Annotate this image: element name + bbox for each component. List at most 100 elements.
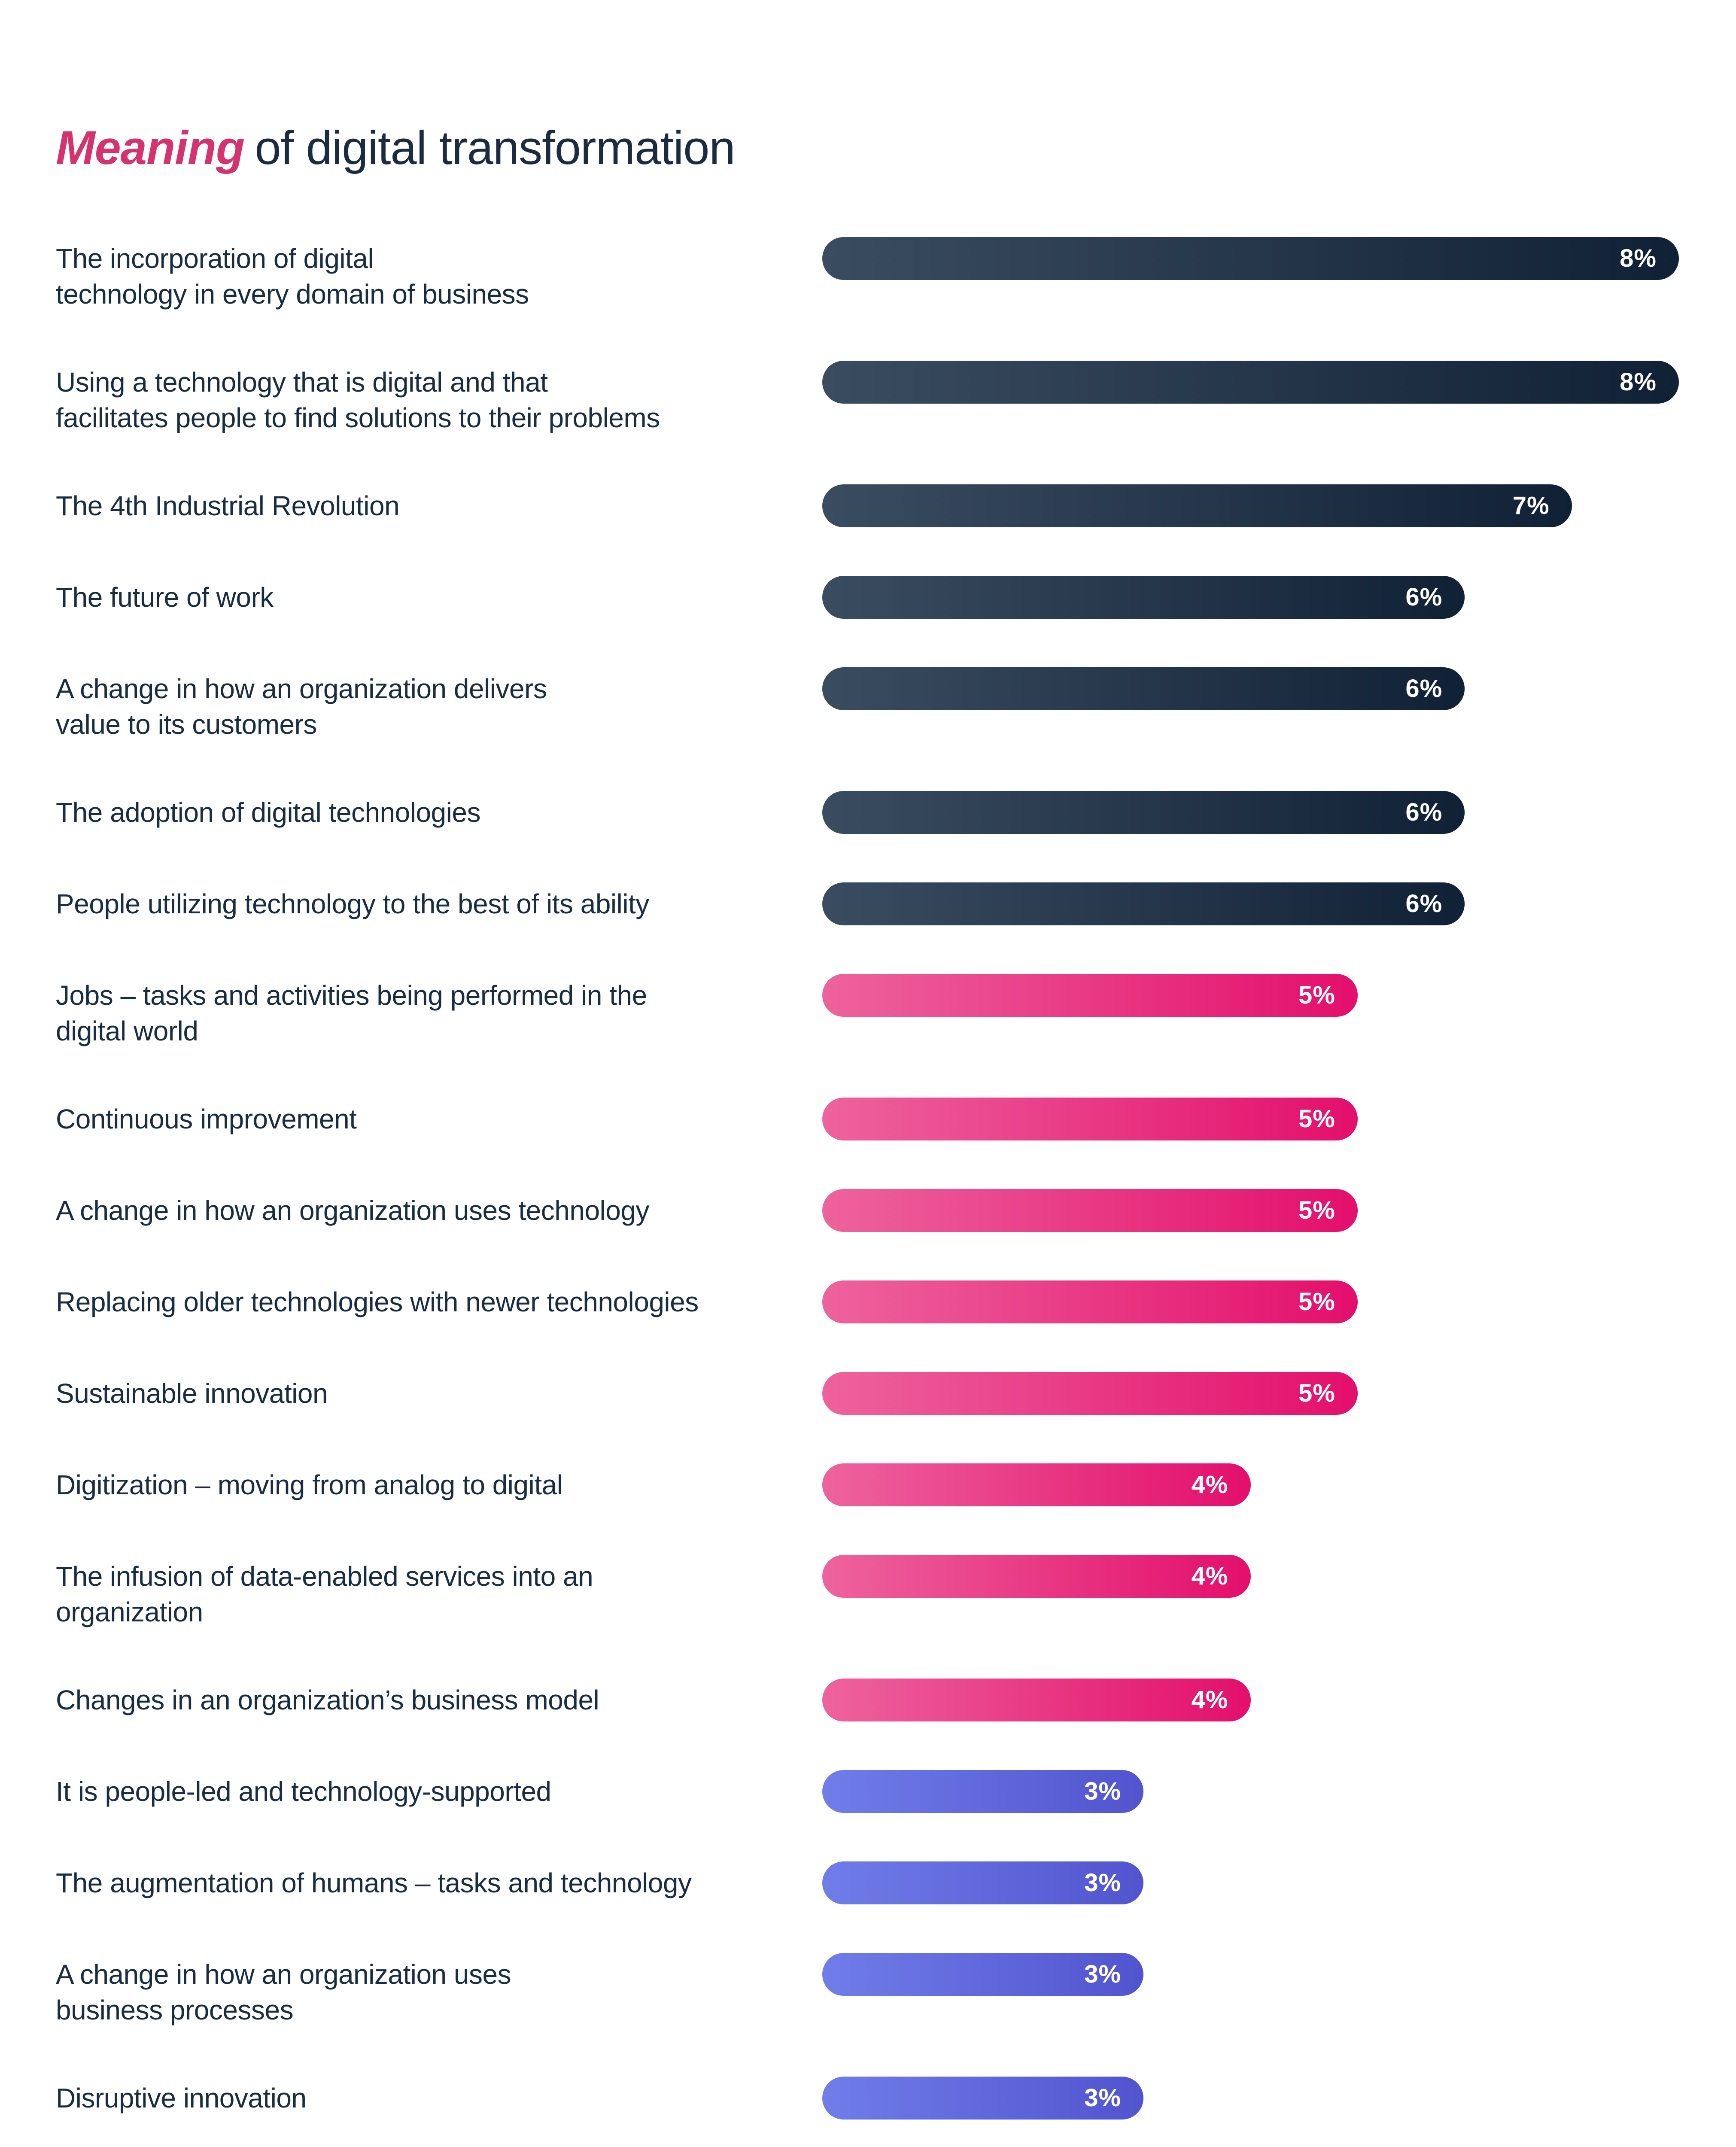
value-label: 5%: [1298, 1288, 1335, 1316]
value-bar: 8%: [822, 360, 1679, 404]
bar-track: 6%: [822, 882, 1679, 925]
value-bar: 6%: [822, 575, 1465, 619]
bar-track: 3%: [822, 1952, 1679, 1996]
category-label: A change in how an organization delivers…: [56, 673, 547, 740]
value-label: 8%: [1620, 244, 1657, 272]
chart-row: The adoption of digital technologies 6%: [56, 791, 1679, 834]
value-bar: 3%: [822, 2076, 1144, 2120]
category-label: The augmentation of humans – tasks and t…: [56, 1867, 692, 1898]
value-label: 3%: [1084, 1960, 1122, 1988]
value-bar: 4%: [822, 1554, 1251, 1598]
chart-row: A change in how an organization delivers…: [56, 667, 1679, 742]
bar-track: 5%: [822, 1280, 1679, 1323]
category-label: Changes in an organization’s business mo…: [56, 1684, 599, 1715]
value-bar: 5%: [822, 1280, 1358, 1323]
bar-track: 7%: [822, 484, 1679, 527]
bar-track: 3%: [822, 2076, 1679, 2120]
value-bar: 3%: [822, 1952, 1144, 1996]
value-label: 3%: [1084, 1869, 1122, 1897]
category-label: Sustainable innovation: [56, 1378, 328, 1409]
chart-row: Jobs – tasks and activities being perfor…: [56, 973, 1679, 1049]
chart-row: A change in how an organization uses tec…: [56, 1189, 1679, 1232]
value-bar: 5%: [822, 1189, 1358, 1232]
bar-track: 4%: [822, 1554, 1679, 1598]
page-title: Meaning of digital transformation: [56, 121, 1679, 176]
chart-row: Using a technology that is digital and t…: [56, 360, 1679, 436]
chart-row: The 4th Industrial Revolution 7%: [56, 484, 1679, 527]
value-label: 6%: [1405, 675, 1443, 702]
category-label: The 4th Industrial Revolution: [56, 490, 400, 521]
chart-row: Sustainable innovation 5%: [56, 1372, 1679, 1415]
bar-track: 5%: [822, 973, 1679, 1017]
value-bar: 4%: [822, 1678, 1251, 1721]
chart-row: Continuous improvement 5%: [56, 1097, 1679, 1140]
category-label: It is people-led and technology-supporte…: [56, 1776, 551, 1807]
category-label: Continuous improvement: [56, 1103, 357, 1134]
bar-track: 8%: [822, 360, 1679, 404]
bar-track: 5%: [822, 1189, 1679, 1232]
chart-row: The infusion of data-enabled services in…: [56, 1554, 1679, 1630]
value-label: 3%: [1084, 1777, 1122, 1805]
category-label: A change in how an organization uses bus…: [56, 1958, 511, 2025]
chart-row: A change in how an organization uses bus…: [56, 1952, 1679, 2028]
chart-page: Meaning of digital transformation The inc…: [56, 121, 1679, 2147]
bar-track: 5%: [822, 1372, 1679, 1415]
value-bar: 5%: [822, 1372, 1358, 1415]
category-label: Using a technology that is digital and t…: [56, 366, 660, 433]
chart-row: Digitization – moving from analog to dig…: [56, 1463, 1679, 1506]
value-label: 5%: [1298, 981, 1335, 1009]
category-label: Jobs – tasks and activities being perfor…: [56, 979, 647, 1046]
chart-row: Disruptive innovation 3%: [56, 2076, 1679, 2120]
category-label: Replacing older technologies with newer …: [56, 1286, 699, 1317]
bar-track: 6%: [822, 791, 1679, 834]
title-highlight: Meaning: [56, 122, 245, 174]
value-bar: 5%: [822, 973, 1358, 1017]
bar-track: 4%: [822, 1463, 1679, 1506]
chart-row: The future of work 6%: [56, 575, 1679, 619]
bar-track: 3%: [822, 1861, 1679, 1904]
bar-track: 3%: [822, 1770, 1679, 1813]
bar-track: 5%: [822, 1097, 1679, 1140]
value-label: 5%: [1298, 1379, 1335, 1407]
chart-row: Changes in an organization’s business mo…: [56, 1678, 1679, 1721]
category-label: People utilizing technology to the best …: [56, 888, 649, 919]
value-label: 6%: [1405, 890, 1443, 918]
value-bar: 8%: [822, 237, 1679, 280]
value-bar: 3%: [822, 1770, 1144, 1813]
value-bar: 6%: [822, 667, 1465, 710]
category-label: The incorporation of digital technology …: [56, 243, 529, 310]
value-bar: 4%: [822, 1463, 1251, 1506]
value-label: 5%: [1298, 1196, 1335, 1224]
category-label: Digitization – moving from analog to dig…: [56, 1469, 563, 1500]
value-label: 4%: [1191, 1471, 1228, 1499]
value-bar: 6%: [822, 791, 1465, 834]
value-label: 4%: [1191, 1686, 1228, 1714]
value-label: 4%: [1191, 1562, 1228, 1590]
value-label: 8%: [1620, 368, 1657, 396]
value-label: 6%: [1405, 583, 1443, 611]
value-label: 6%: [1405, 798, 1443, 826]
chart-row: People utilizing technology to the best …: [56, 882, 1679, 925]
category-label: The future of work: [56, 581, 274, 613]
value-bar: 6%: [822, 882, 1465, 925]
title-rest: of digital transformation: [255, 122, 735, 174]
category-label: Disruptive innovation: [56, 2082, 307, 2114]
bar-track: 8%: [822, 237, 1679, 280]
bar-track: 4%: [822, 1678, 1679, 1721]
value-label: 3%: [1084, 2084, 1122, 2112]
chart-row: The augmentation of humans – tasks and t…: [56, 1861, 1679, 1904]
chart-row: It is people-led and technology-supporte…: [56, 1770, 1679, 1813]
category-label: A change in how an organization uses tec…: [56, 1195, 649, 1226]
bar-track: 6%: [822, 667, 1679, 710]
value-label: 5%: [1298, 1105, 1335, 1133]
value-bar: 5%: [822, 1097, 1358, 1140]
value-label: 7%: [1512, 492, 1550, 520]
category-label: The adoption of digital technologies: [56, 797, 480, 828]
chart-row: The incorporation of digital technology …: [56, 237, 1679, 312]
bar-chart: The incorporation of digital technology …: [56, 237, 1679, 2147]
value-bar: 7%: [822, 484, 1572, 527]
bar-track: 6%: [822, 575, 1679, 619]
category-label: The infusion of data-enabled services in…: [56, 1560, 593, 1627]
value-bar: 3%: [822, 1861, 1144, 1904]
chart-row: Replacing older technologies with newer …: [56, 1280, 1679, 1323]
